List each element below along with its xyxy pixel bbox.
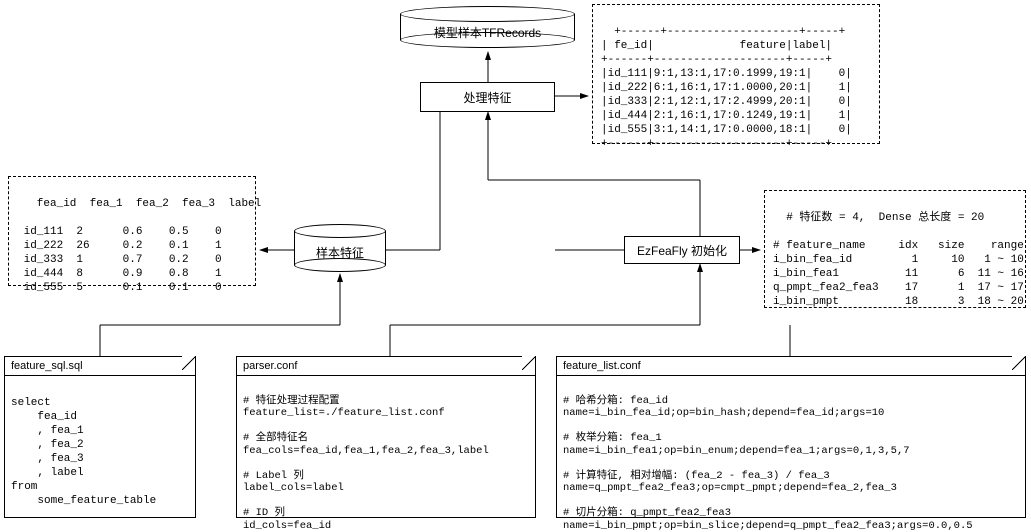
file-feature-list-conf-body: # 哈希分箱: fea_id name=i_bin_fea_id;op=bin_… [557, 376, 1025, 517]
file-parser-conf-title: parser.conf [243, 360, 297, 372]
process-feature-label: 处理特征 [463, 91, 511, 105]
file-parser-conf-body: # 特征处理过程配置 feature_list=./feature_list.c… [237, 376, 535, 517]
file-fold-icon [182, 356, 196, 370]
ezfeafly-init-label: EzFeaFly 初始化 [637, 244, 727, 258]
file-fold-icon [1012, 356, 1026, 370]
sample-feature-table-text: fea_id fea_1 fea_2 fea_3 label id_111 2 … [17, 198, 261, 294]
sample-feature-table: fea_id fea_1 fea_2 fea_3 label id_111 2 … [8, 176, 256, 286]
file-feature-list-conf-title: feature_list.conf [563, 360, 641, 372]
process-feature-box: 处理特征 [420, 82, 555, 112]
file-fold-icon [522, 356, 536, 370]
init-output-table-text: # 特征数 = 4, Dense 总长度 = 20 # feature_name… [773, 212, 1024, 308]
file-feature-list-conf: feature_list.conf # 哈希分箱: fea_id name=i_… [556, 356, 1026, 518]
file-feature-sql: feature_sql.sql select fea_id , fea_1 , … [4, 356, 196, 518]
init-output-table: # 特征数 = 4, Dense 总长度 = 20 # feature_name… [764, 190, 1026, 308]
feature-output-table-text: +------+--------------------+-----+ | fe… [601, 26, 852, 150]
file-feature-sql-body: select fea_id , fea_1 , fea_2 , fea_3 , … [5, 376, 195, 517]
file-parser-conf: parser.conf # 特征处理过程配置 feature_list=./fe… [236, 356, 536, 518]
file-feature-sql-title: feature_sql.sql [11, 360, 83, 372]
ezfeafly-init-box: EzFeaFly 初始化 [624, 236, 740, 264]
cylinder-tfrecords: 模型样本TFRecords [400, 6, 575, 48]
cylinder-sample-feature: 样本特征 [294, 224, 386, 272]
feature-output-table: +------+--------------------+-----+ | fe… [592, 4, 880, 144]
cylinder-sample-feature-label: 样本特征 [294, 244, 386, 261]
cylinder-tfrecords-label: 模型样本TFRecords [400, 24, 575, 41]
